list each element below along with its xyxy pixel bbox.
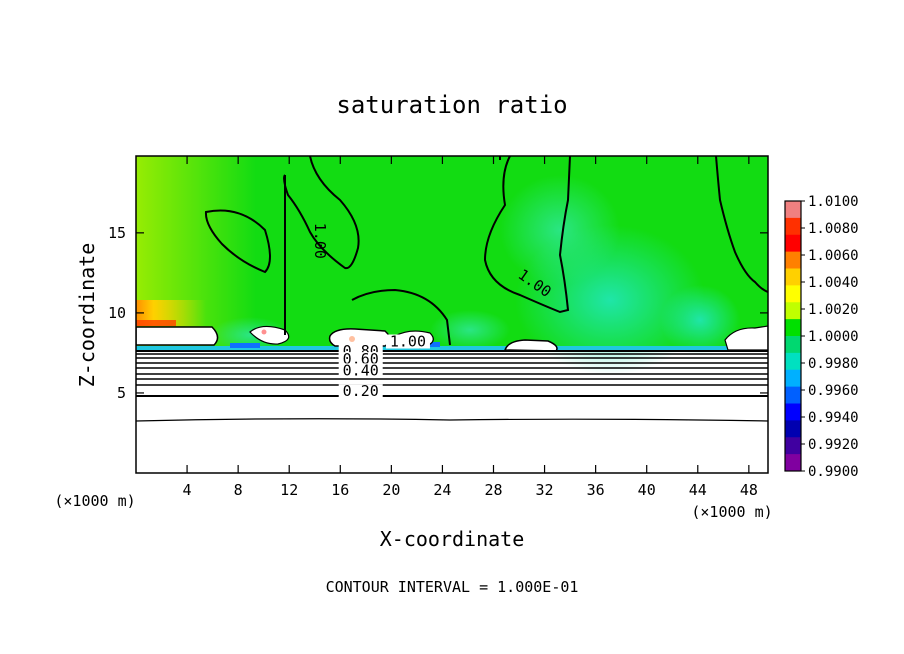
colorbar-swatch xyxy=(785,302,801,320)
saturation-field xyxy=(136,156,768,473)
colorbar-swatch xyxy=(785,403,801,421)
contour-lines-lower xyxy=(136,350,768,422)
colorbar-swatch xyxy=(785,352,801,371)
y-tick-label: 10 xyxy=(108,304,126,322)
colorbar-label: 1.0060 xyxy=(808,248,859,264)
colorbar-label: 1.0100 xyxy=(808,194,859,210)
colorbar-swatch xyxy=(785,201,801,219)
colorbar-swatch xyxy=(785,268,801,286)
x-tick-label: 24 xyxy=(433,481,451,499)
colorbar: 1.0100 1.0080 1.0060 1.0040 1.0020 1.0000 0.99… xyxy=(784,194,859,480)
colorbar-swatch xyxy=(785,336,801,354)
contour-label-bg xyxy=(338,384,383,399)
y-axis-ticks: 5 10 15 xyxy=(108,224,768,402)
colorbar-label: 1.0020 xyxy=(808,302,859,318)
colorbar-swatch xyxy=(785,386,801,404)
contour-label: 1.00 xyxy=(311,223,329,259)
contour-label-bg xyxy=(338,352,383,367)
x-tick-label: 4 xyxy=(183,481,192,499)
colorbar-label: 1.0000 xyxy=(808,329,859,345)
colorbar-label: 1.0080 xyxy=(808,221,859,237)
x-tick-label: 16 xyxy=(331,481,349,499)
colorbar-label: 0.9920 xyxy=(808,437,859,453)
contour-label-bg xyxy=(385,334,430,349)
x-axis-ticks: 4 8 12 16 20 24 28 32 36 40 44 48 xyxy=(183,156,758,499)
contour-label-bg xyxy=(338,363,383,378)
colorbar-swatch xyxy=(785,217,801,236)
colorbar-swatch xyxy=(785,420,801,438)
plot-frame xyxy=(135,155,769,474)
x-tick-label: 44 xyxy=(689,481,707,499)
colorbar-swatch xyxy=(785,285,801,303)
contour-label: 0.20 xyxy=(343,382,379,400)
colorbar-label: 0.9980 xyxy=(808,356,859,372)
x-tick-label: 40 xyxy=(638,481,656,499)
colorbar-label: 0.9900 xyxy=(808,464,859,480)
colorbar-swatch xyxy=(785,234,801,253)
colorbar-swatch xyxy=(785,319,801,337)
contour-label: 1.00 xyxy=(390,333,426,351)
x-tick-label: 48 xyxy=(740,481,758,499)
colorbar-swatch xyxy=(785,369,801,388)
colorbar-label: 1.0040 xyxy=(808,275,859,291)
colorbar-swatch xyxy=(785,251,801,269)
x-tick-label: 8 xyxy=(234,481,243,499)
contour-interval-note: CONTOUR INTERVAL = 1.000E-01 xyxy=(326,578,579,596)
x-tick-label: 12 xyxy=(280,481,298,499)
chart-title: saturation ratio xyxy=(336,91,567,119)
x-tick-label: 36 xyxy=(587,481,605,499)
colorbar-swatch xyxy=(785,454,801,472)
x-tick-label: 28 xyxy=(484,481,502,499)
colorbar-swatch xyxy=(785,437,801,455)
contour-label: 0.40 xyxy=(343,361,379,379)
x-tick-label: 20 xyxy=(382,481,400,499)
colorbar-label: 0.9960 xyxy=(808,383,859,399)
x-unit-label-right: (×1000 m) xyxy=(691,503,772,521)
x-tick-label: 32 xyxy=(536,481,554,499)
contour-lines-1.00 xyxy=(204,156,768,346)
y-tick-label: 5 xyxy=(117,384,126,402)
colorbar-label: 0.9940 xyxy=(808,410,859,426)
x-unit-label-left: (×1000 m) xyxy=(54,492,135,510)
contour-labels: 1.001.001.000.800.600.400.20 xyxy=(311,223,555,400)
y-tick-label: 15 xyxy=(108,224,126,242)
y-axis-label: Z-coordinate xyxy=(75,243,99,388)
x-axis-label: X-coordinate xyxy=(380,527,525,551)
